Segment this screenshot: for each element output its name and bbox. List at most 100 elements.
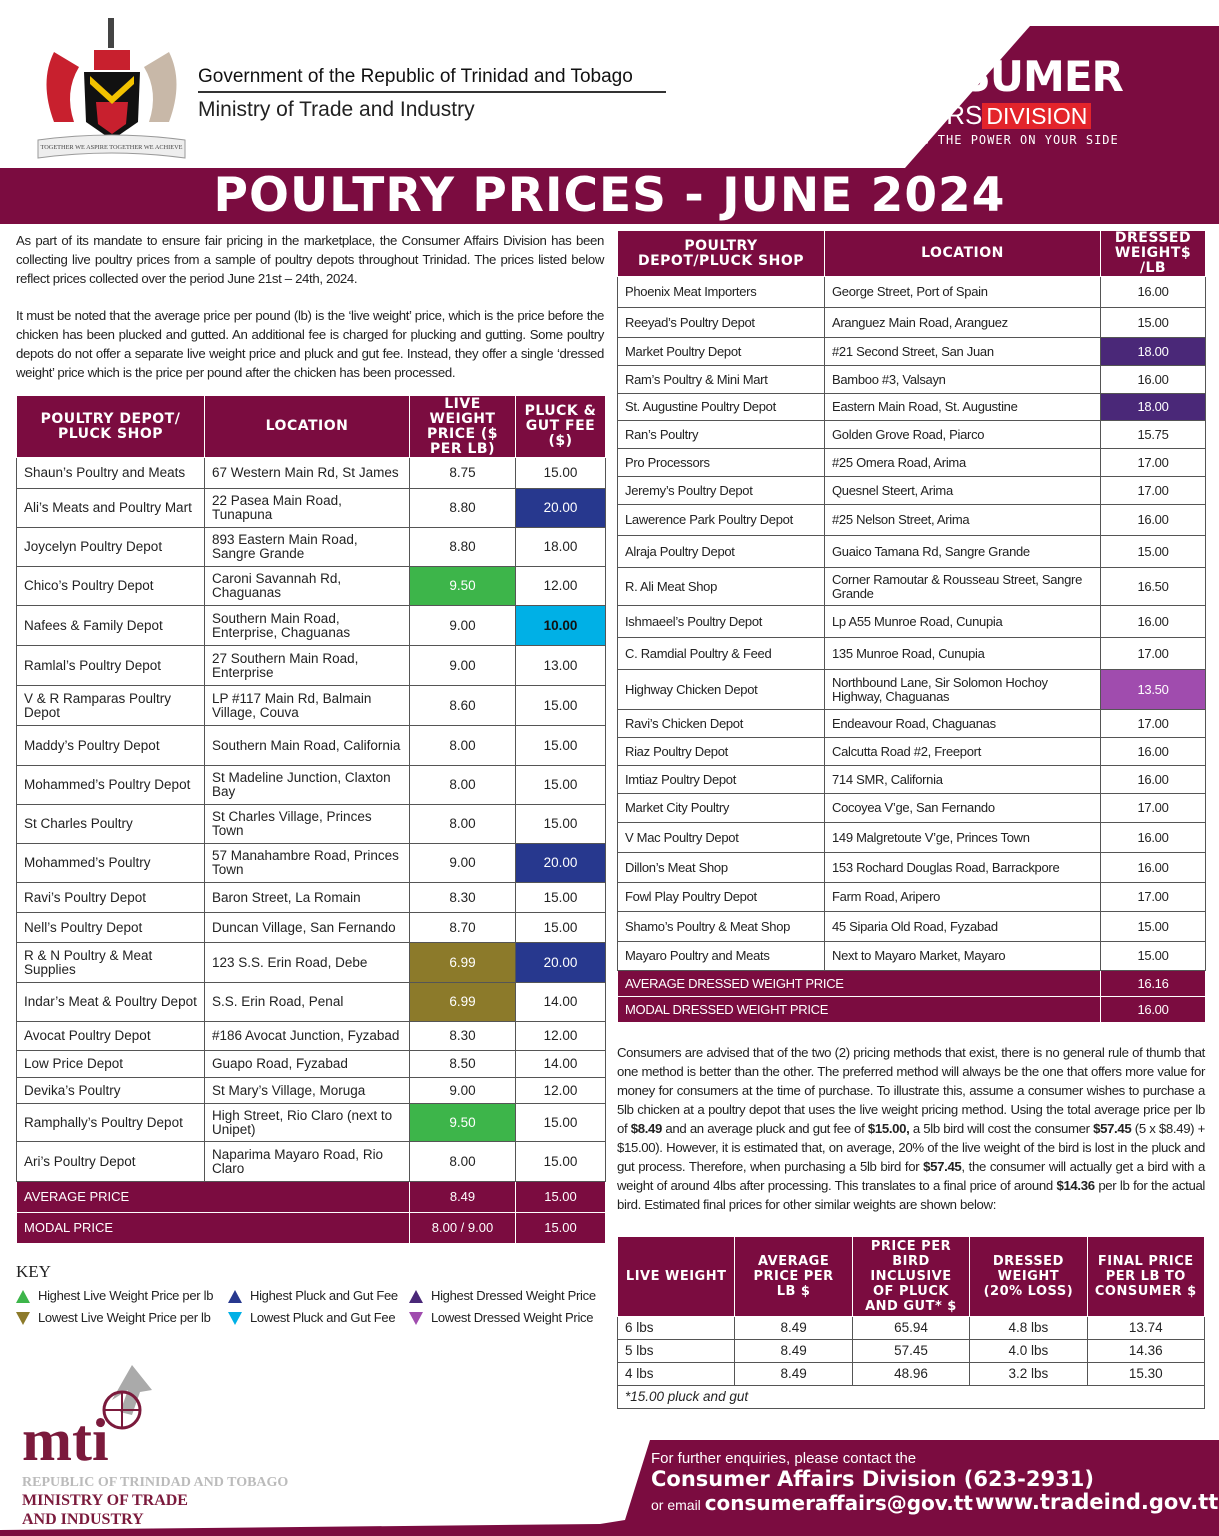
shop-cell: Alraja Poultry Depot <box>617 535 825 568</box>
table-row: Ram’s Poultry & Mini Mart Bamboo #3, Vals… <box>617 365 1206 394</box>
shop-cell: St. Augustine Poultry Depot <box>617 393 825 421</box>
table-row: Ali’s Meats and Poultry Mart 22 Pasea Mai… <box>16 488 606 528</box>
pluck-fee-cell: 14.00 <box>515 1050 606 1078</box>
location-cell: Southern Main Road, Enterprise, Chaguana… <box>204 605 410 646</box>
dressed-price-cell: 16.00 <box>1100 737 1206 766</box>
table-row: 5 lbs 8.49 57.45 4.0 lbs 14.36 <box>616 1339 1206 1363</box>
pluck-fee-cell: 12.00 <box>515 1021 606 1051</box>
table-row: Reeyad’s Poultry Depot Aranguez Main Road… <box>617 307 1206 338</box>
pluck-fee-cell: 12.00 <box>515 1077 606 1104</box>
summary-label: MODAL PRICE <box>16 1212 410 1244</box>
estimate-cell: 3.2 lbs <box>969 1362 1088 1386</box>
key-item: Lowest Live Weight Price per lb <box>16 1310 211 1326</box>
estimate-cell: 4 lbs <box>616 1362 736 1386</box>
key-item: Highest Pluck and Gut Fee <box>228 1288 398 1304</box>
table-row: R & N Poultry & Meat Supplies 123 S.S. Er… <box>16 942 606 983</box>
table-row: Dillon’s Meat Shop 153 Rochard Douglas Ro… <box>617 852 1206 883</box>
col-header-dressed-price: DRESSED WEIGHT$ /LB <box>1100 230 1206 277</box>
table-row: Shaun’s Poultry and Meats 67 Western Main… <box>16 457 606 489</box>
location-cell: George Street, Port of Spain <box>824 276 1101 308</box>
location-cell: #186 Avocat Junction, Fyzabad <box>204 1021 410 1051</box>
location-cell: #25 Nelson Street, Arima <box>824 504 1101 536</box>
location-cell: Lp A55 Munroe Road, Cunupia <box>824 605 1101 638</box>
estimate-cell: 48.96 <box>851 1362 971 1386</box>
highlight-amount: $57.45 <box>923 1159 962 1174</box>
live-price-cell: 8.70 <box>409 912 516 943</box>
table-row: Nafees & Family Depot Southern Main Road,… <box>16 605 606 646</box>
shop-cell: Mohammed’s Poultry Depot <box>16 765 205 805</box>
table-row: R. Ali Meat Shop Corner Ramoutar & Rousse… <box>617 567 1206 606</box>
header-background <box>0 26 1219 224</box>
government-name: Government of the Republic of Trinidad a… <box>198 66 666 93</box>
table-row: Maddy’s Poultry Depot Southern Main Road,… <box>16 725 606 766</box>
footer-email-prefix: or email <box>651 1497 705 1513</box>
location-cell: Next to Mayaro Market, Mayaro <box>824 941 1101 971</box>
coat-of-arms-motto: TOGETHER WE ASPIRE TOGETHER WE ACHIEVE <box>41 144 183 151</box>
key-label: Lowest Dressed Weight Price <box>431 1310 594 1325</box>
shop-cell: Joycelyn Poultry Depot <box>16 527 205 567</box>
mti-wordmark: mti <box>22 1407 109 1470</box>
dressed-price-cell: 16.50 <box>1100 567 1206 606</box>
shop-cell: Shamo’s Poultry & Meat Shop <box>617 911 825 942</box>
estimate-cell: 5 lbs <box>616 1339 736 1363</box>
shop-cell: Low Price Depot <box>16 1050 205 1078</box>
triangle-down-icon <box>409 1312 423 1326</box>
live-price-cell: 9.00 <box>409 1077 516 1104</box>
dressed-price-cell: 15.00 <box>1100 941 1206 971</box>
highlight-amount: $57.45 <box>1093 1121 1132 1136</box>
shop-cell: Devika’s Poultry <box>16 1077 205 1104</box>
ca-logo-affairs: AFFAIRS <box>874 100 983 130</box>
table-row: Market City Poultry Cocoyea V’ge, San Fer… <box>617 793 1206 823</box>
table-row: Ari’s Poultry Depot Naparima Mayaro Road,… <box>16 1141 606 1182</box>
col-header: DRESSED WEIGHT (20% LOSS) <box>969 1236 1088 1317</box>
mti-globe-arrow-icon: mti <box>22 1365 152 1473</box>
pluck-fee-cell: 10.00 <box>515 605 606 646</box>
estimate-cell: 4.8 lbs <box>969 1316 1088 1340</box>
live-price-cell: 8.60 <box>409 685 516 726</box>
summary-price: 8.00 / 9.00 <box>409 1212 516 1244</box>
triangle-down-icon <box>228 1312 242 1326</box>
summary-fee: 15.00 <box>515 1181 606 1213</box>
location-cell: 123 S.S. Erin Road, Debe <box>204 942 410 983</box>
shop-cell: Highway Chicken Depot <box>617 669 825 710</box>
shop-cell: Lawerence Park Poultry Depot <box>617 504 825 536</box>
estimate-cell: 14.36 <box>1086 1339 1206 1363</box>
table-row: Ran’s Poultry Golden Grove Road, Piarco 15… <box>617 420 1206 449</box>
shop-cell: V Mac Poultry Depot <box>617 822 825 853</box>
live-price-cell: 8.00 <box>409 1141 516 1182</box>
shop-cell: Ramphally’s Poultry Depot <box>16 1103 205 1142</box>
estimate-cell: 8.49 <box>734 1316 853 1340</box>
shop-cell: Dillon’s Meat Shop <box>617 852 825 883</box>
location-cell: Farm Road, Aripero <box>824 882 1101 912</box>
footer-email-link[interactable]: consumeraffairs@gov.tt <box>704 1491 973 1515</box>
col-header: PRICE PER BIRD INCLUSIVE OF PLUCK AND GU… <box>851 1236 971 1317</box>
dressed-price-cell: 17.00 <box>1100 476 1206 505</box>
pluck-fee-cell: 15.00 <box>515 765 606 805</box>
consumer-affairs-logo: CONSUMER AFFAIRS DIVISION PUTTING THE POW… <box>862 52 1134 148</box>
pluck-fee-cell: 18.00 <box>515 527 606 567</box>
pluck-fee-cell: 20.00 <box>515 942 606 983</box>
live-price-cell: 8.75 <box>409 457 516 489</box>
location-cell: 153 Rochard Douglas Road, Barrackpore <box>824 852 1101 883</box>
shop-cell: St Charles Poultry <box>16 804 205 844</box>
estimate-cell: 8.49 <box>734 1339 853 1363</box>
dressed-price-cell: 17.00 <box>1100 709 1206 738</box>
advice-text: and an average pluck and gut fee of <box>662 1121 868 1136</box>
key-item: Highest Dressed Weight Price <box>409 1288 596 1304</box>
location-cell: St Charles Village, Princes Town <box>204 804 410 844</box>
ca-logo-consumer: CONSUMER <box>862 52 1124 101</box>
location-cell: High Street, Rio Claro (next to Unipet) <box>204 1103 410 1142</box>
shop-cell: Nafees & Family Depot <box>16 605 205 646</box>
live-price-cell: 8.00 <box>409 804 516 844</box>
footer-website-link[interactable]: www.tradeind.gov.tt <box>975 1490 1219 1514</box>
table-row: Mayaro Poultry and Meats Next to Mayaro M… <box>617 941 1206 971</box>
ministry-name: Ministry of Trade and Industry <box>198 98 475 121</box>
table-row: Mohammed’s Poultry Depot St Madeline Junc… <box>16 765 606 805</box>
summary-row: MODAL PRICE 8.00 / 9.00 15.00 <box>16 1212 606 1244</box>
location-cell: Golden Grove Road, Piarco <box>824 420 1101 449</box>
dressed-price-cell: 13.50 <box>1100 669 1206 710</box>
estimate-cell: 57.45 <box>851 1339 971 1363</box>
summary-row: AVERAGE DRESSED WEIGHT PRICE 16.16 <box>617 970 1206 997</box>
shop-cell: Ramlal’s Poultry Depot <box>16 645 205 686</box>
live-price-cell: 8.30 <box>409 882 516 913</box>
